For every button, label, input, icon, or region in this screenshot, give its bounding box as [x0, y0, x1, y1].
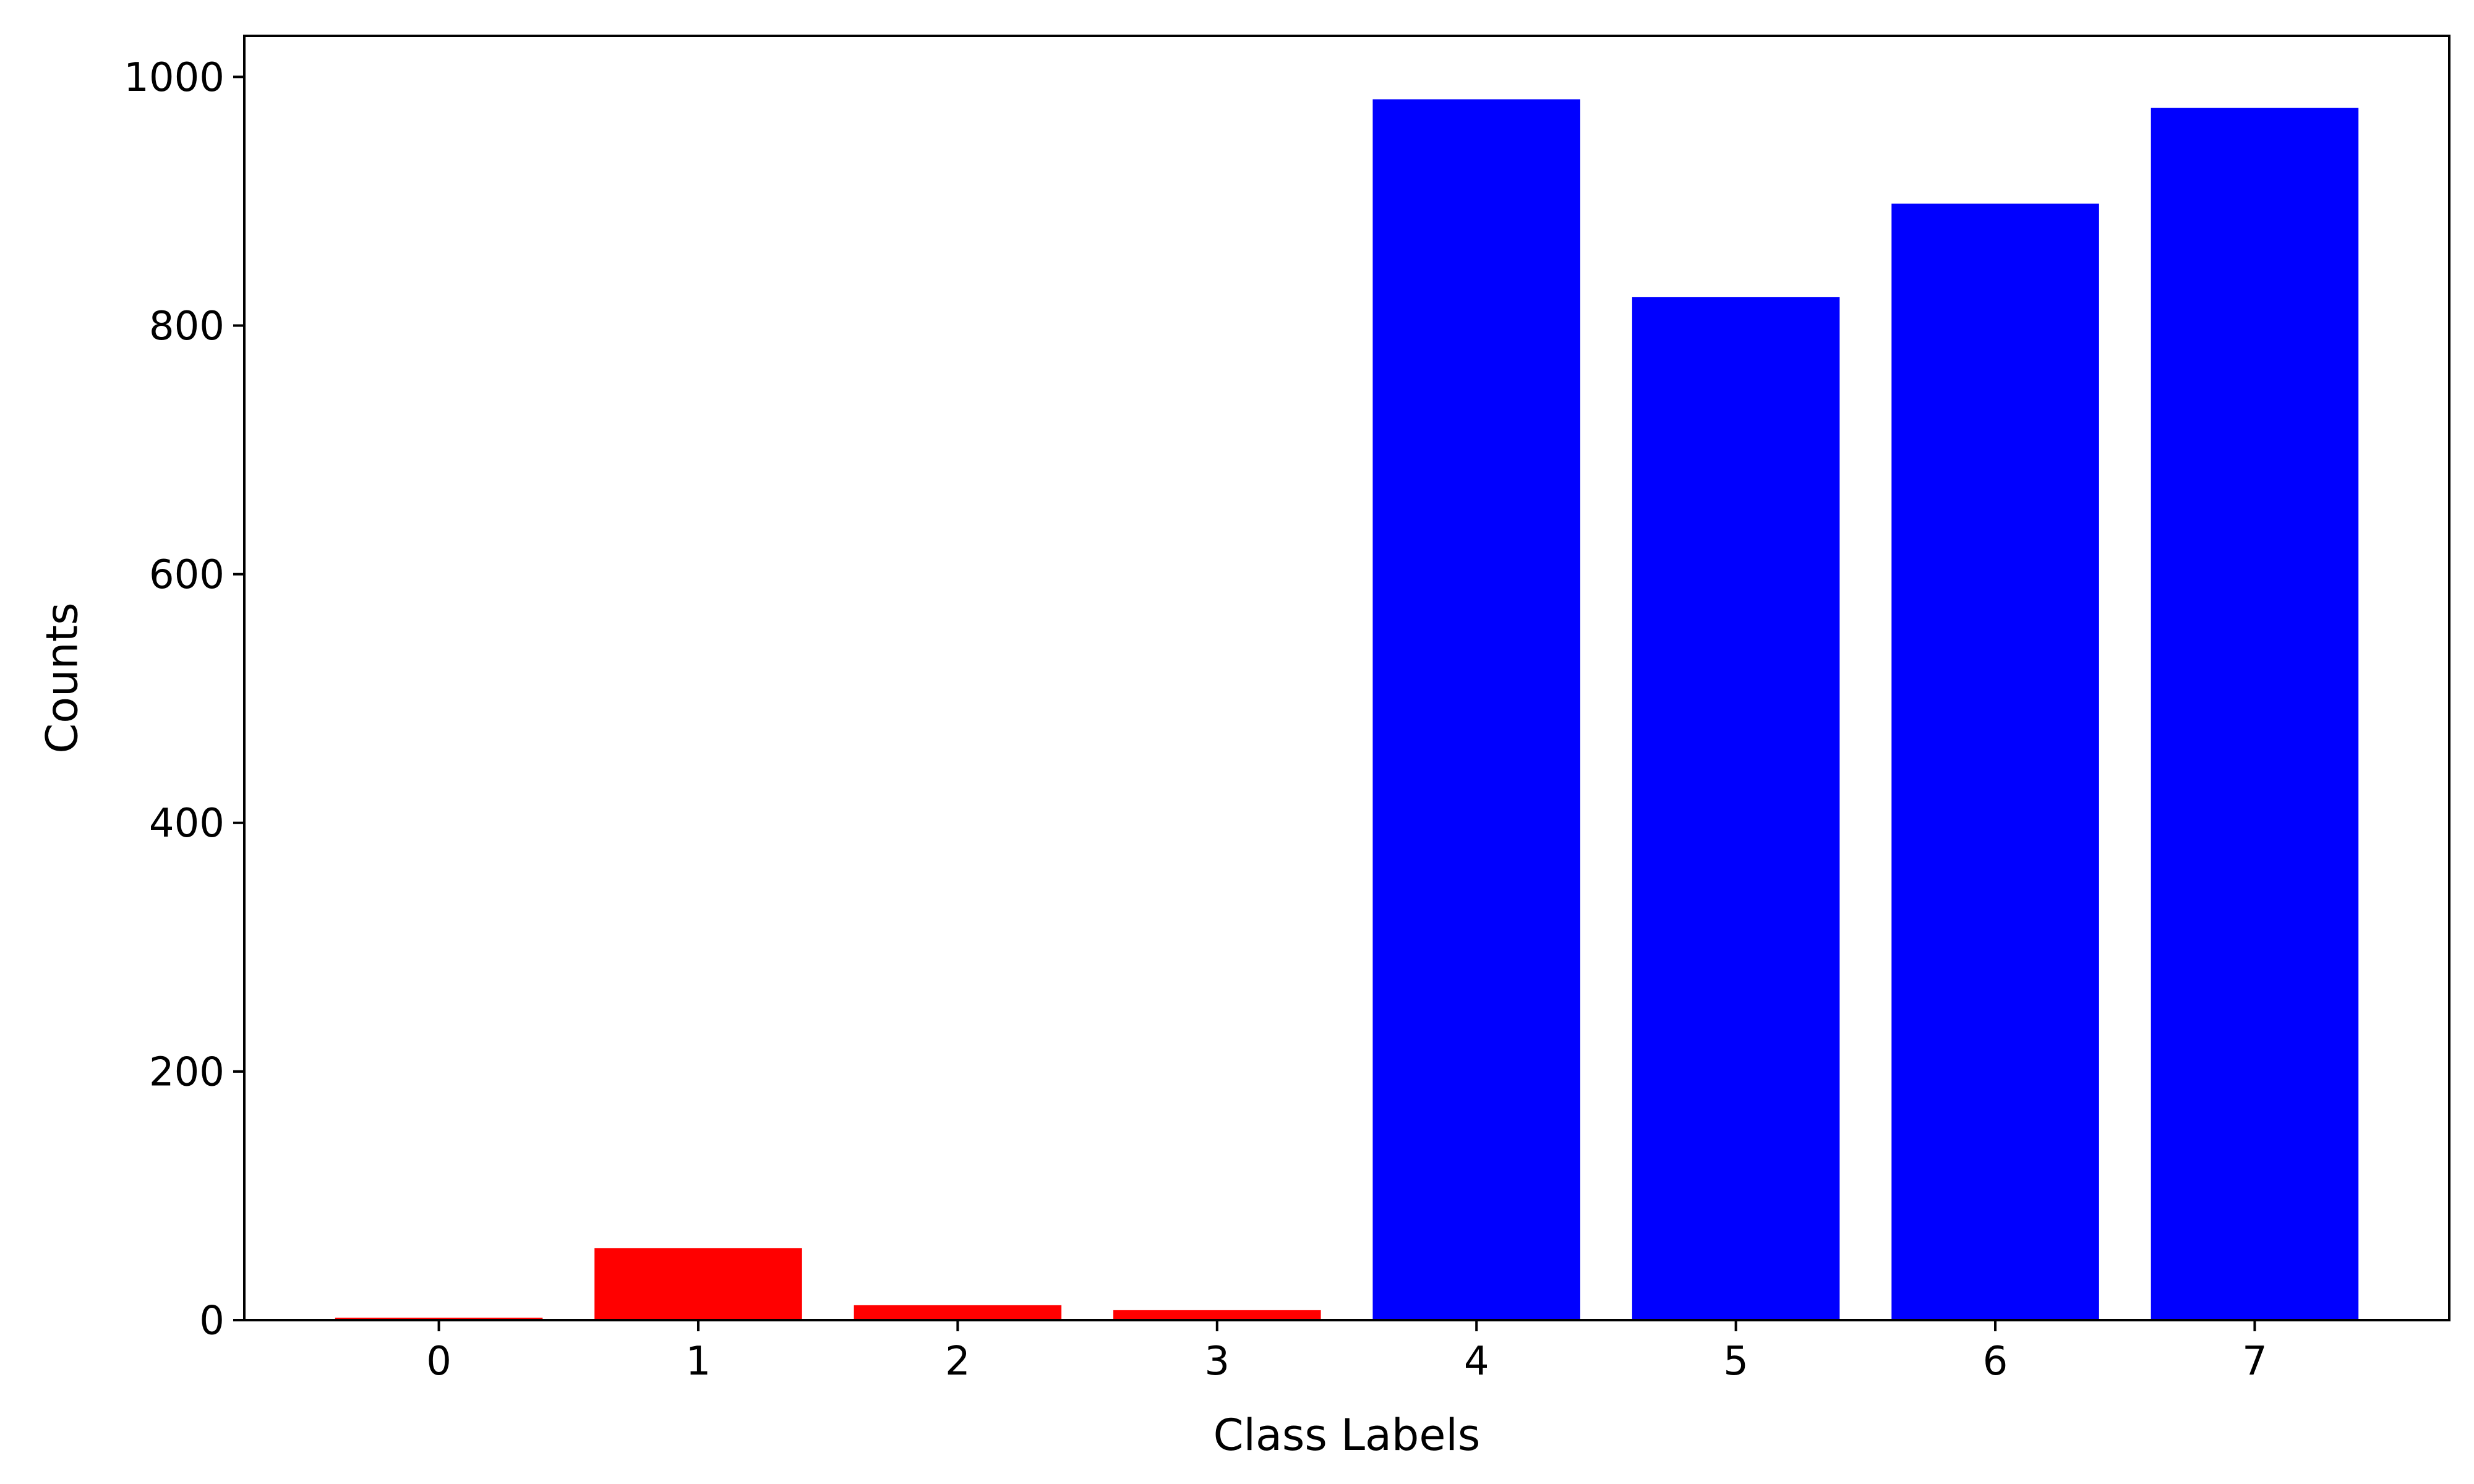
plot-frame [243, 35, 2450, 1321]
x-tick-label: 3 [1204, 1339, 1230, 1384]
bar-3 [1113, 1310, 1321, 1320]
y-axis-ticks: 0 200 400 600 800 1000 [124, 55, 244, 1344]
y-tick-label: 0 [199, 1298, 225, 1344]
y-axis-label: Counts [37, 602, 88, 753]
x-tick-label: 2 [945, 1339, 970, 1384]
x-tick-label: 1 [686, 1339, 711, 1384]
x-axis-ticks: 0 1 2 3 4 5 6 7 [426, 1320, 2267, 1384]
bar-5 [1632, 297, 1840, 1320]
bar-2 [854, 1305, 1062, 1320]
y-tick-label: 800 [149, 304, 225, 349]
bar-1 [594, 1248, 802, 1320]
y-tick-label: 400 [149, 801, 225, 846]
x-tick-label: 0 [426, 1339, 452, 1384]
bars-group [335, 99, 2359, 1321]
bar-7 [2151, 108, 2359, 1320]
y-tick-label: 1000 [124, 55, 225, 101]
y-tick-label: 600 [149, 552, 225, 598]
y-tick-label: 200 [149, 1049, 225, 1095]
x-axis-label: Class Labels [1213, 1410, 1481, 1461]
bar-0 [335, 1317, 543, 1320]
x-tick-label: 5 [1723, 1339, 1748, 1384]
x-tick-label: 4 [1464, 1339, 1489, 1384]
x-tick-label: 6 [1983, 1339, 2008, 1384]
bar-6 [1891, 203, 2099, 1321]
x-tick-label: 7 [2242, 1339, 2267, 1384]
bar-4 [1372, 99, 1580, 1320]
